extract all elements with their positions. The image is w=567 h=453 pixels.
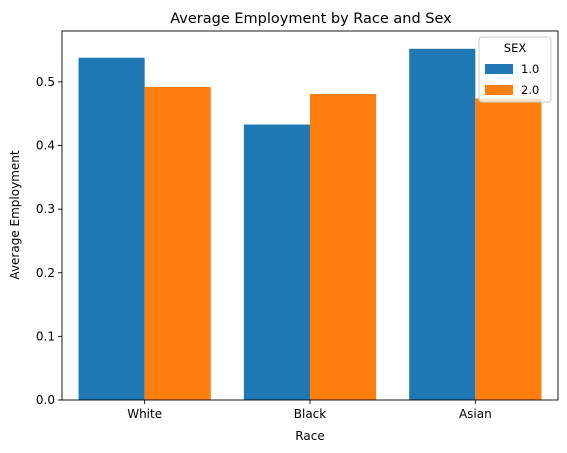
legend-label-series-1: 1.0: [521, 62, 539, 76]
x-axis-label: Race: [295, 429, 324, 443]
legend-swatch-series-1: [485, 64, 513, 74]
y-tick-label: 0.0: [36, 393, 55, 407]
y-tick-label: 0.3: [36, 202, 55, 216]
y-tick-label: 0.1: [36, 329, 55, 343]
x-tick-label: Asian: [459, 407, 492, 421]
bar-asian-series-2: [475, 98, 542, 400]
legend: SEX 1.0 2.0: [478, 36, 552, 103]
legend-swatch-series-2: [485, 85, 513, 95]
legend-title: SEX: [504, 41, 527, 55]
y-tick-label: 0.2: [36, 266, 55, 280]
x-tick-label: White: [127, 407, 162, 421]
y-tick-label: 0.5: [36, 75, 55, 89]
y-axis-label: Average Employment: [8, 150, 22, 279]
legend-label-series-2: 2.0: [521, 83, 539, 97]
bar-asian-series-1: [409, 48, 476, 401]
bar-white-series-1: [78, 57, 145, 400]
x-tick-label: Black: [294, 407, 327, 421]
bar-black-series-2: [310, 93, 377, 400]
plot-frame: [61, 30, 559, 401]
chart-title: Average Employment by Race and Sex: [170, 11, 452, 27]
bar-white-series-2: [144, 86, 211, 400]
bar-black-series-1: [243, 124, 310, 401]
y-tick-label: 0.4: [36, 139, 55, 153]
